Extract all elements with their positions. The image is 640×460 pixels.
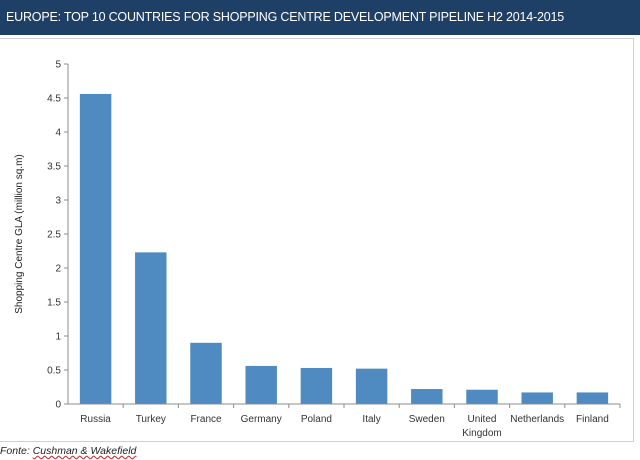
bar-united-kingdom — [466, 389, 498, 404]
bars — [79, 93, 609, 405]
chart-frame — [0, 38, 634, 442]
bar-poland — [300, 367, 333, 404]
y-tick-label: 5 — [55, 60, 61, 71]
source-prefix: Fonte: — [0, 445, 33, 457]
x-tick-label: Finland — [576, 414, 609, 425]
bar-turkey — [135, 252, 167, 404]
source-note: Fonte: Cushman & Wakefield — [0, 445, 136, 457]
y-tick-label: 2 — [55, 264, 61, 275]
y-tick-label: 0 — [55, 400, 61, 411]
x-tick-label: Germany — [241, 414, 282, 425]
bar-france — [190, 342, 222, 404]
y-axis-title: Shopping Centre GLA (million sq.m) — [14, 154, 25, 314]
x-tick-label: United — [468, 414, 497, 425]
y-tick-label: 4 — [55, 128, 61, 139]
x-tick-label: Kingdom — [462, 428, 501, 439]
y-tick-label: 3.5 — [47, 162, 61, 173]
x-tick-label: Russia — [80, 414, 111, 425]
bar-sweden — [411, 389, 443, 404]
chart-title: EUROPE: TOP 10 COUNTRIES FOR SHOPPING CE… — [6, 10, 564, 24]
y-tick-label: 0.5 — [47, 366, 61, 377]
source-org: Cushman & Wakefield — [32, 445, 137, 457]
x-tick-label: Turkey — [136, 414, 166, 425]
bar-italy — [355, 368, 388, 404]
x-tick-label: Netherlands — [510, 414, 564, 425]
bar-germany — [245, 365, 277, 404]
x-tick-label: Italy — [362, 414, 380, 425]
bar-netherlands — [521, 392, 553, 404]
x-tick-label: Poland — [301, 414, 332, 425]
y-tick-label: 4.5 — [47, 94, 61, 105]
bar-chart: 0 0.5 1 1.5 2 2.5 3 3.5 4 4.5 5 Russia Turkey France… — [14, 60, 621, 439]
y-tick-label: 2.5 — [47, 230, 61, 241]
x-tick-label: Sweden — [409, 414, 445, 425]
bar-russia — [79, 93, 112, 405]
x-axis: Russia Turkey France Germany Poland Italy Swed… — [68, 403, 621, 439]
y-tick-label: 1 — [55, 332, 61, 343]
x-tick-label: France — [190, 414, 222, 425]
y-axis: 0 0.5 1 1.5 2 2.5 3 3.5 4 4.5 5 — [47, 60, 69, 411]
bar-finland — [576, 392, 609, 404]
y-tick-label: 1.5 — [47, 298, 61, 309]
chart-header: EUROPE: TOP 10 COUNTRIES FOR SHOPPING CE… — [0, 0, 640, 35]
y-tick-label: 3 — [55, 196, 61, 207]
